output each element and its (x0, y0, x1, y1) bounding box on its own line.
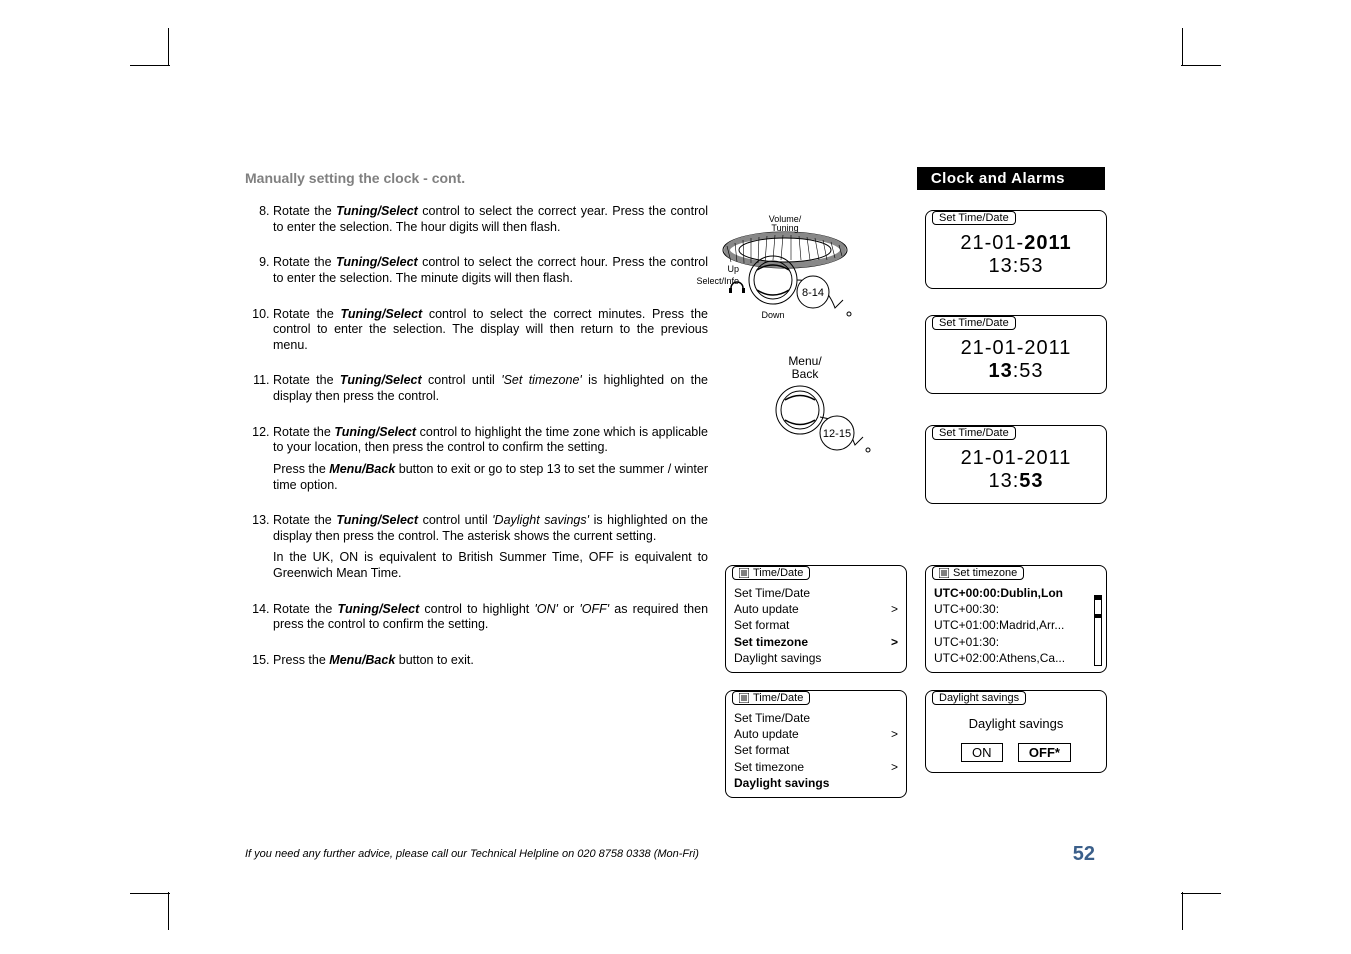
lcd-tab: Set Time/Date (932, 211, 1016, 225)
dst-title: Daylight savings (930, 716, 1102, 731)
dst-off-option: OFF* (1018, 743, 1071, 762)
page-number: 52 (1073, 843, 1095, 866)
lcd-set-hour: Set Time/Date 21-01-2011 13:53 (925, 315, 1107, 394)
step-10: Rotate the Tuning/Select control to sele… (273, 307, 708, 354)
menu-back-knob-diagram: Menu/ Back 12-15 (755, 355, 885, 475)
volume-tuning-knob-diagram: 8-14 Volume/ Tuning Up Select/Info Down (695, 210, 875, 340)
dst-on-option: ON (961, 743, 1003, 762)
svg-text:Back: Back (792, 367, 820, 381)
lcd-tab: Set timezone (932, 566, 1024, 580)
lcd-tab: Time/Date (732, 566, 810, 580)
svg-text:8-14: 8-14 (802, 287, 824, 299)
lcd-tab: Daylight savings (932, 691, 1026, 705)
step-8: Rotate the Tuning/Select control to sele… (273, 204, 708, 235)
step-9: Rotate the Tuning/Select control to sele… (273, 255, 708, 286)
scrollbar (1094, 595, 1102, 666)
menu-icon (739, 568, 749, 578)
lcd-set-minute: Set Time/Date 21-01-2011 13:53 (925, 425, 1107, 504)
step-12: Rotate the Tuning/Select control to high… (273, 425, 708, 494)
menu-time-date-dst: Time/Date Set Time/Date Auto update> Set… (725, 690, 907, 798)
step-14: Rotate the Tuning/Select control to high… (273, 602, 708, 633)
svg-text:Down: Down (761, 310, 784, 320)
step-11: Rotate the Tuning/Select control until '… (273, 373, 708, 404)
lcd-set-year: Set Time/Date 21-01-2011 13:53 (925, 210, 1107, 289)
helpline-text: If you need any further advice, please c… (245, 848, 699, 860)
section-bar: Clock and Alarms (917, 167, 1105, 190)
svg-text:Up: Up (727, 264, 739, 274)
step-15: Press the Menu/Back button to exit. (273, 653, 708, 669)
step-13: Rotate the Tuning/Select control until '… (273, 513, 708, 582)
lcd-tab: Time/Date (732, 691, 810, 705)
menu-icon (939, 568, 949, 578)
svg-text:Tuning: Tuning (771, 223, 798, 233)
lcd-daylight-savings: Daylight savings Daylight savings ON OFF… (925, 690, 1107, 773)
instruction-list: Rotate the Tuning/Select control to sele… (245, 204, 708, 669)
lcd-tab: Set Time/Date (932, 426, 1016, 440)
lcd-tab: Set Time/Date (932, 316, 1016, 330)
menu-time-date-timezone: Time/Date Set Time/Date Auto update> Set… (725, 565, 907, 673)
svg-text:12-15: 12-15 (823, 428, 851, 440)
menu-set-timezone: Set timezone UTC+00:00:Dublin,Lon UTC+00… (925, 565, 1107, 673)
menu-icon (739, 693, 749, 703)
